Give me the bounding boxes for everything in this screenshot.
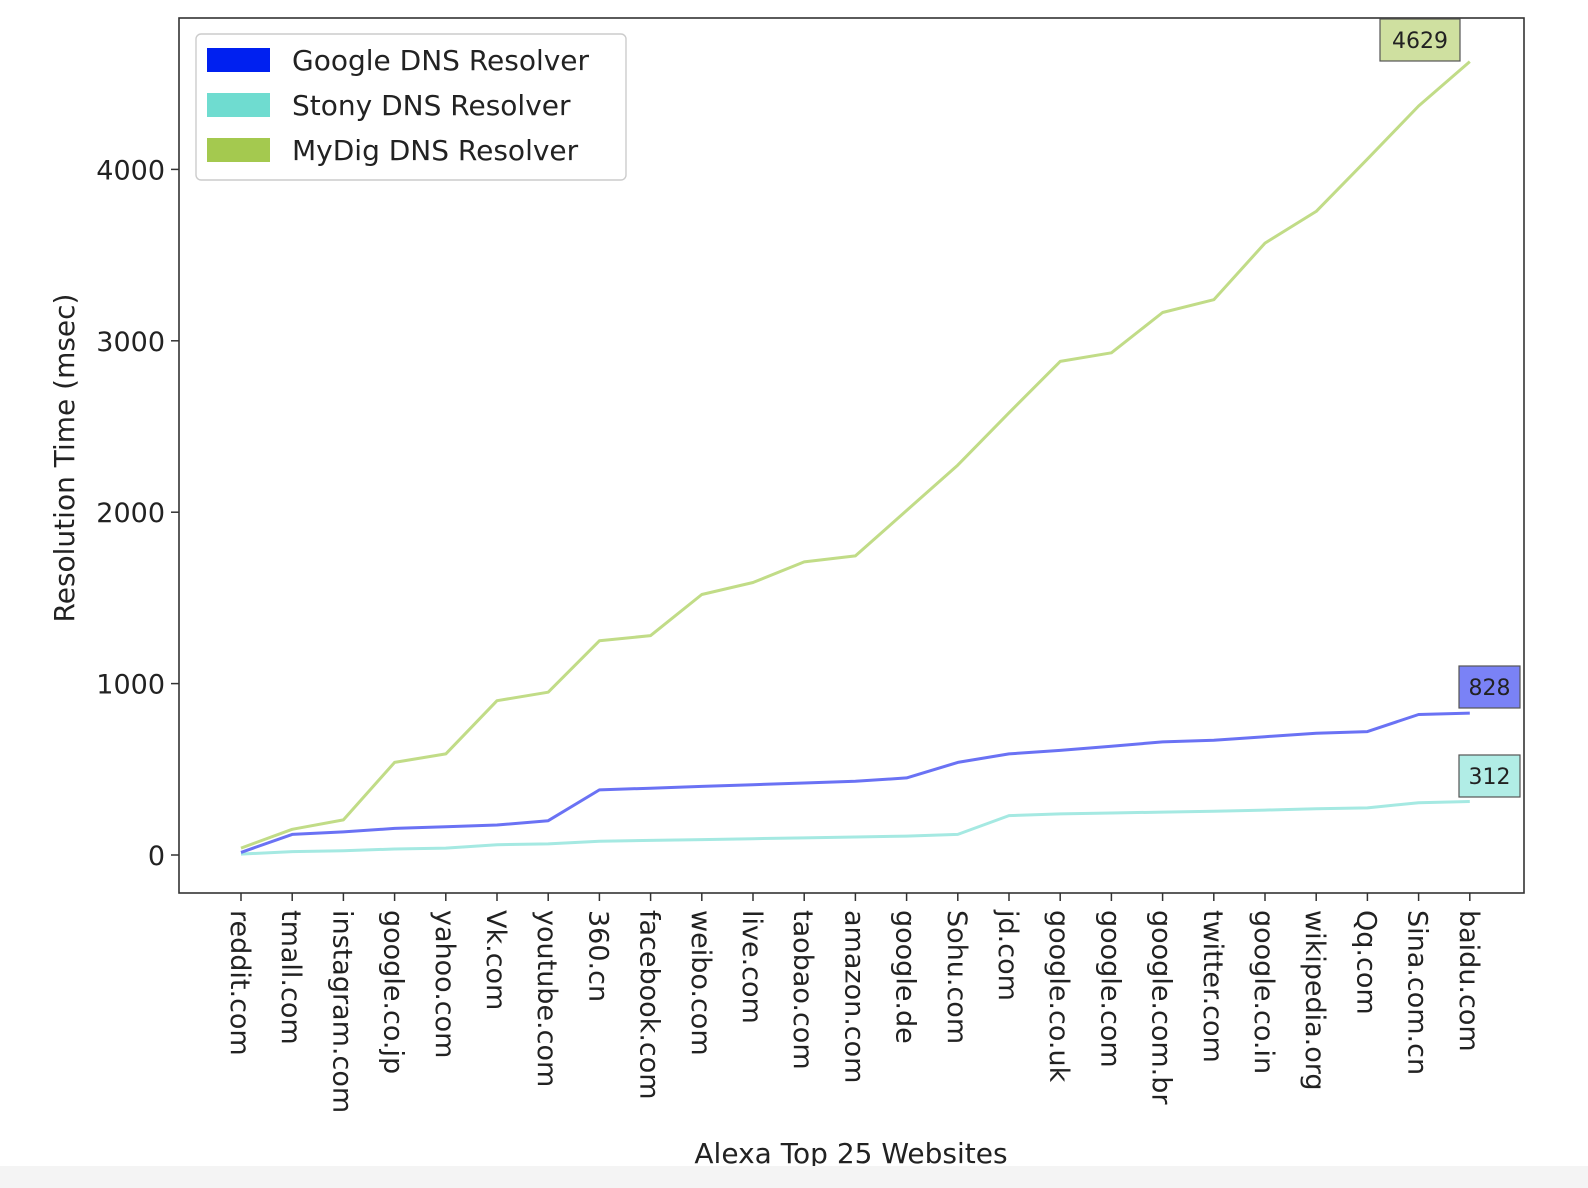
x-tick-label: amazon.com [838,910,869,1083]
legend: Google DNS Resolver Stony DNS Resolver MyD… [195,33,627,181]
x-tick-label: Sohu.com [941,910,972,1044]
x-tick-label: youtube.com [531,910,562,1087]
x-tick-label: reddit.com [224,910,255,1056]
y-tick-label: 0 [148,841,165,872]
x-tick-label: google.de [890,910,921,1044]
x-tick-label: tmall.com [275,910,306,1045]
x-tick-label: instagram.com [326,910,357,1113]
end-value-annotations: 4629 828 312 [1379,18,1521,798]
annotation-label: 828 [1469,676,1511,701]
x-tick-label: weibo.com [685,910,716,1056]
x-tick-label: baidu.com [1453,910,1484,1052]
legend-label-0: Google DNS Resolver [292,44,590,77]
legend-swatch-2 [207,138,270,162]
x-tick-label: google.co.jp [378,910,409,1074]
annotation-label: 312 [1469,765,1511,790]
y-axis: 0 1000 2000 3000 4000 [96,155,179,872]
window-bottom-edge [0,1166,1588,1188]
y-tick-label: 3000 [96,327,165,358]
annotation-box [1458,665,1521,709]
x-tick-label: Sina.com.cn [1402,910,1433,1075]
series-line-0 [240,711,1470,854]
x-tick-label: live.com [736,910,767,1024]
x-tick-label: Qq.com [1350,910,1381,1015]
x-tick-label: Vk.com [480,910,511,1010]
annotation-box [1379,18,1461,62]
x-tick-label: google.com [1094,910,1125,1068]
x-tick-label: facebook.com [634,910,665,1100]
annotation-828: 828 [1458,665,1521,709]
x-tick-label: taobao.com [787,910,818,1070]
annotation-4629: 4629 [1379,18,1461,62]
x-tick-label: yahoo.com [429,910,460,1058]
x-tick-label: google.com.br [1146,910,1177,1105]
series-line-2 [240,60,1471,850]
y-tick-label: 2000 [96,498,165,529]
x-tick-label: wikipedia.org [1299,910,1330,1091]
x-tick-label: twitter.com [1197,910,1228,1063]
y-axis-label: Resolution Time (msec) [48,294,81,623]
y-tick-label: 1000 [96,670,165,701]
legend-label-2: MyDig DNS Resolver [292,134,579,167]
x-axis: reddit.com tmall.com instagram.com google.c… [224,893,1484,1113]
legend-swatch-1 [207,93,270,117]
legend-label-1: Stony DNS Resolver [292,89,571,122]
series-line-1 [240,800,1470,856]
x-tick-label: google.co.in [1248,910,1279,1074]
annotation-312: 312 [1458,754,1521,798]
legend-frame [195,33,627,181]
x-tick-label: google.co.uk [1043,910,1074,1083]
annotation-label: 4629 [1392,29,1448,54]
x-tick-label: 360.cn [582,910,613,1002]
series-lines [240,60,1471,856]
annotation-box [1458,754,1521,798]
x-tick-label: jd.com [992,909,1023,1001]
x-axis-label: Alexa Top 25 Websites [694,1137,1007,1170]
y-tick-label: 4000 [96,155,165,186]
legend-swatch-0 [207,48,270,72]
